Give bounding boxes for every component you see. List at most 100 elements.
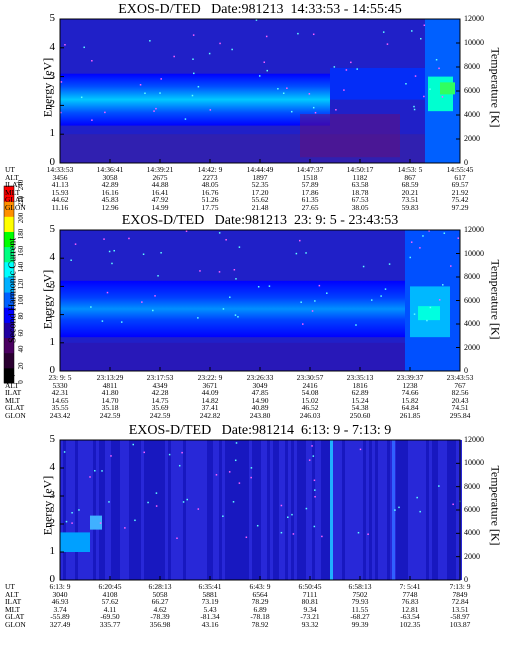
panel-3-spike [330,440,333,580]
panel-3-stripe [111,440,114,580]
panel-3-speckle [147,501,149,504]
panel-3-speckle [250,476,252,479]
panel-3-speckle [155,492,158,494]
panel-3-eph-value: -78.18 [250,612,270,622]
panel-1-speckle [192,58,194,60]
panel-3-eph-value: 3040 [52,589,68,599]
panel-3-stripe [399,440,402,580]
panel-1-eph-value: 14:47:37 [296,165,324,174]
panel-3-eph-value: 7849 [452,589,468,599]
panel-2-speckle [443,232,446,234]
panel-3-speckle [71,512,73,514]
panel-1-speckle [333,66,336,68]
panel-2-eph-value: 243.80 [249,411,271,420]
panel-1-eph-value: 55.62 [251,195,269,205]
panel-2-eph-value: 64.84 [401,403,419,413]
panel-3-stripe [258,440,261,580]
panel-1-ylabel: Energy [eV] [40,57,55,118]
panel-3-speckle [94,469,96,472]
panel-3-eph-label: ILAT [5,597,22,607]
panel-1-eph-value: 14.99 [151,203,169,212]
colorbar-segment [4,292,14,308]
panel-2-speckle [355,324,357,326]
panel-3-stripe [123,440,126,580]
panel-1-edge-hot [440,82,455,95]
panel-1-eph-value: 2675 [152,172,168,182]
panel-1-eph-value: 1182 [352,172,368,182]
panel-2-eph-value: 15.82 [401,395,419,405]
panel-2-speckle [237,316,239,318]
panel-3-eph-value: 99.39 [351,620,369,629]
panel-3-stripe [414,440,417,580]
panel-3-eph-value: 6564 [252,589,268,599]
panel-1-y2tick-label: 10000 [464,38,484,47]
panel-3-stripe [180,440,183,580]
panel-3-stripe [408,440,411,580]
panel-1-eph-value: 14:53: 5 [397,165,423,174]
panel-1-speckle [160,78,162,80]
panel-3-stripe [117,440,120,580]
colorbar-tick-label: 140 [17,261,25,273]
panel-1-speckle [231,48,233,51]
panel-3-stripe [81,440,84,580]
panel-3-eph-value: 4108 [102,589,118,599]
colorbar-tick-label: 200 [17,212,25,224]
panel-3-stripe [327,440,330,580]
panel-3-eph-value: -55.89 [50,612,70,622]
colorbar-tick-label: 120 [17,278,25,289]
panel-2-eph-value: 261.85 [399,411,421,420]
panel-3-stripe [204,440,207,580]
panel-2-eph-value: 23:17:53 [146,373,174,382]
panel-1-y2tick-label: 0 [464,158,468,167]
panel-2-ytick-label: 1 [49,335,56,348]
panel-2-speckle [197,317,199,319]
panel-2-eph-value: 243.42 [49,411,71,420]
panel-1-speckle [153,110,155,112]
panel-3-stripe [375,440,378,580]
panel-1-eph-value: 21.48 [251,203,269,212]
panel-2-speckle [235,278,237,280]
panel-3-stripe [135,440,138,580]
panel-3-stripe [357,440,360,580]
panel-3-speckle [228,471,231,473]
panel-2-eph-value: 14.75 [151,395,169,405]
panel-3-stripe [99,440,102,580]
panel-3-stripe [237,440,240,580]
panel-1-speckle [255,19,258,21]
panel-3-stripe [291,440,294,580]
panel-3-stripe [297,440,300,580]
panel-3-stripe [282,440,285,580]
panel-3-stripe [168,440,171,580]
panel-2-eph-value: 4811 [102,380,118,390]
panel-3-eph-value: 6.89 [253,604,267,614]
panel-2-eph-value: 15.24 [351,395,369,405]
panel-1-title: EXOS-D/TED Date:981213 14:33:53 - 14:55:… [118,2,402,17]
panel-3-speckle [416,496,418,499]
panel-3-speckle [222,515,224,517]
colorbar-tick-label: 40 [17,345,25,353]
panel-3-stripe [87,440,90,580]
panel-3-stripe [333,440,336,580]
panel-1-eph-value: 42.89 [101,180,119,190]
panel-1-speckle [405,83,407,85]
panel-3-eph-value: 6:28:13 [148,582,172,591]
panel-2-eph-value: 44.09 [201,388,219,398]
panel-2-eph-value: 42.28 [151,388,169,398]
colorbar-segment [4,261,14,278]
panel-1-ytick-label: 5 [49,12,56,24]
panel-2-eph-value: 1816 [352,380,368,390]
panel-1-eph-value: 14:39:21 [146,165,174,174]
colorbar-segment [4,307,14,323]
panel-3-early-band [60,532,90,552]
panel-2-eph-value: 62.89 [351,388,369,398]
colorbar-tick-label: 220 [17,196,25,207]
panel-3-stripe [156,440,159,580]
panel-2-eph-value: 246.03 [299,411,321,420]
panel-1-y2tick-label: 6000 [464,86,480,95]
panel-1-eph-value: 17.86 [301,187,319,197]
panel-2-speckle [380,295,382,297]
panel-3-eph-label: GLAT [5,612,25,622]
panel-3-stripe [213,440,216,580]
panel-1-eph-value: 51.26 [201,195,219,205]
panel-3-stripe [309,440,312,580]
